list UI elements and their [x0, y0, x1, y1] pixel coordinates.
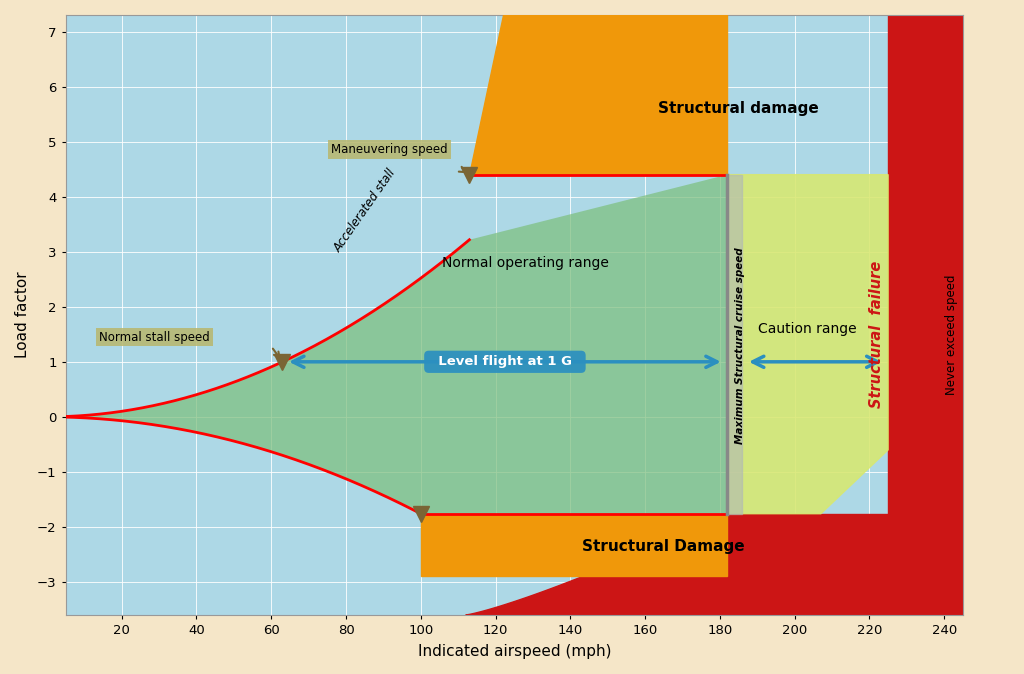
X-axis label: Indicated airspeed (mph): Indicated airspeed (mph) [418, 644, 611, 659]
Text: Normal operating range: Normal operating range [442, 255, 609, 270]
Polygon shape [469, 15, 727, 175]
Polygon shape [466, 514, 727, 615]
Text: Normal stall speed: Normal stall speed [99, 330, 210, 344]
Y-axis label: Load factor: Load factor [15, 272, 30, 359]
Text: Structural  failure: Structural failure [869, 261, 885, 408]
Polygon shape [421, 514, 727, 576]
Text: Maneuvering speed: Maneuvering speed [331, 144, 447, 156]
Text: Maximum Structural cruise speed: Maximum Structural cruise speed [735, 247, 744, 443]
Text: Structural Damage: Structural Damage [583, 539, 745, 554]
Polygon shape [727, 175, 888, 514]
Text: Never exceed speed: Never exceed speed [945, 274, 958, 394]
Text: Level flight at 1 G: Level flight at 1 G [429, 355, 581, 368]
Polygon shape [47, 175, 727, 514]
Text: Accelerated stall: Accelerated stall [331, 166, 398, 255]
Text: Structural damage: Structural damage [658, 101, 819, 116]
Text: Caution range: Caution range [759, 321, 857, 336]
